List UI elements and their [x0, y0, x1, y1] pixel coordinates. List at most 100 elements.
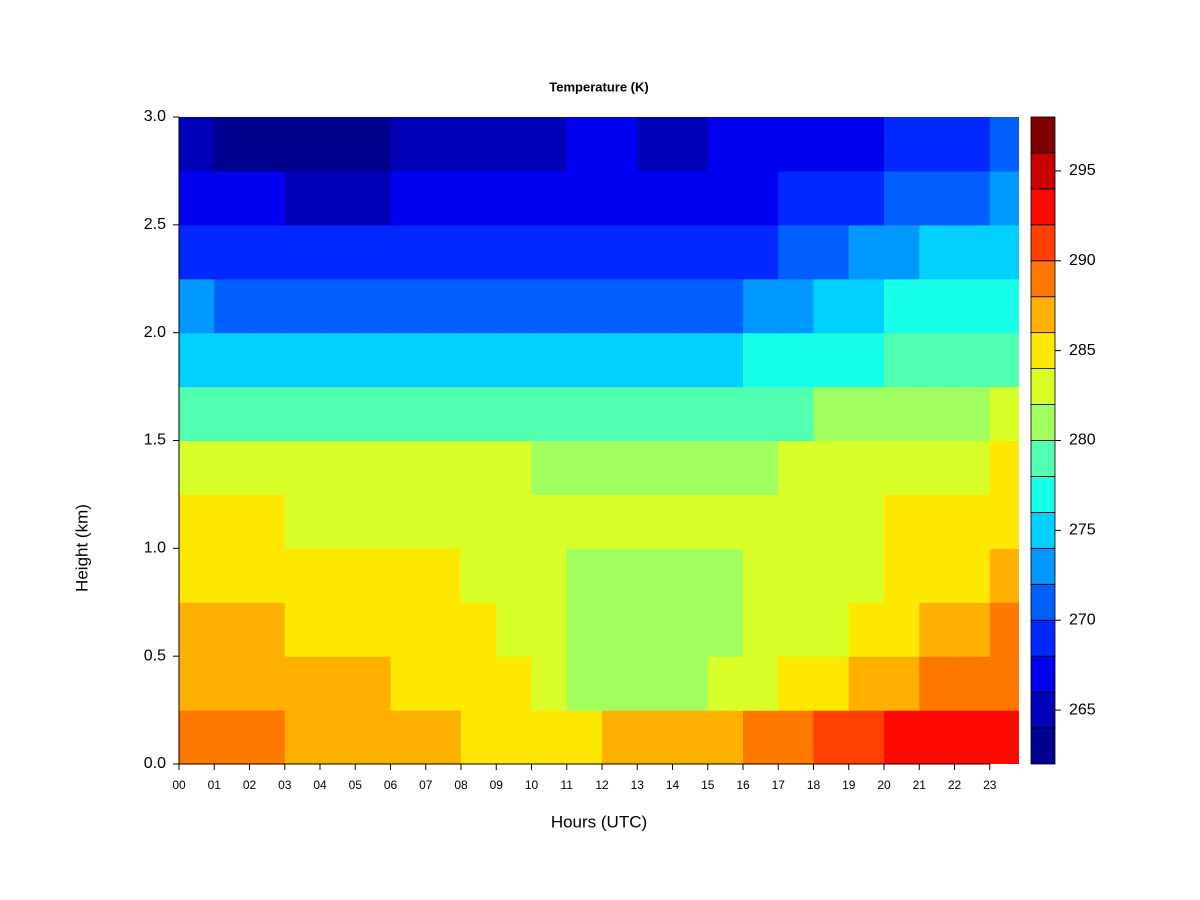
- heat-cell: [425, 332, 462, 388]
- heat-cell: [214, 224, 251, 280]
- y-tick-label: 2.0: [144, 324, 166, 341]
- heat-cell: [460, 602, 497, 657]
- heat-cell: [319, 710, 356, 764]
- heat-cell: [566, 386, 603, 442]
- heat-cell: [954, 440, 991, 496]
- colorbar-band: [1030, 296, 1056, 334]
- heat-cell: [919, 494, 956, 549]
- heat-cell: [496, 548, 533, 603]
- heat-cell: [637, 602, 674, 657]
- heat-cell: [707, 224, 744, 280]
- heat-cell: [319, 602, 356, 657]
- colorbar-band: [1030, 727, 1056, 765]
- heat-cell: [460, 170, 497, 226]
- heat-cell: [919, 170, 956, 226]
- heat-cell: [919, 224, 956, 280]
- heat-cell: [742, 332, 779, 388]
- colorbar-band: [1030, 511, 1056, 549]
- heat-cell: [355, 224, 392, 280]
- heat-cell: [390, 440, 427, 496]
- heat-cell: [390, 548, 427, 603]
- heat-cell: [425, 278, 462, 334]
- x-tick-label: 20: [877, 778, 891, 792]
- heat-cell: [601, 494, 638, 549]
- heat-cell: [637, 278, 674, 334]
- colorbar-tick-label: 290: [1069, 252, 1096, 269]
- heat-cell: [460, 117, 497, 172]
- heat-cell: [284, 656, 321, 711]
- x-tick-label: 17: [772, 778, 786, 792]
- heat-cell: [601, 386, 638, 442]
- heat-cell: [179, 710, 215, 764]
- heat-cell: [883, 710, 920, 764]
- heat-cell: [425, 494, 462, 549]
- heat-cell: [813, 386, 850, 442]
- heat-cell: [355, 117, 392, 172]
- heat-cell: [319, 170, 356, 226]
- heat-cell: [496, 224, 533, 280]
- heat-cell: [249, 278, 286, 334]
- heat-cell: [954, 710, 991, 764]
- x-tick-label: 08: [454, 778, 468, 792]
- heat-cell: [496, 278, 533, 334]
- heat-cell: [778, 710, 815, 764]
- y-axis-label: Height (km): [72, 504, 91, 592]
- heat-cell: [284, 494, 321, 549]
- x-tick-label: 10: [525, 778, 539, 792]
- heat-cell: [954, 494, 991, 549]
- colorbar-tick-label: 265: [1069, 701, 1096, 718]
- heat-cell: [214, 440, 251, 496]
- heat-cell: [425, 602, 462, 657]
- colorbar-band: [1030, 619, 1056, 657]
- heat-cell: [531, 494, 568, 549]
- heat-cell: [319, 440, 356, 496]
- colorbar-band: [1030, 152, 1056, 190]
- heat-cell: [601, 710, 638, 764]
- heat-cell: [848, 494, 885, 549]
- heat-cell: [355, 386, 392, 442]
- heat-cell: [566, 224, 603, 280]
- heat-cell: [637, 440, 674, 496]
- heat-cell: [672, 332, 709, 388]
- y-tick-label: 1.0: [144, 540, 166, 557]
- heat-cell: [496, 117, 533, 172]
- heat-cell: [778, 494, 815, 549]
- heat-cell: [249, 548, 286, 603]
- heat-cell: [531, 440, 568, 496]
- heat-cell: [637, 548, 674, 603]
- heat-cell: [214, 278, 251, 334]
- heat-cell: [813, 656, 850, 711]
- heat-cell: [566, 117, 603, 172]
- colorbar-band: [1030, 188, 1056, 226]
- colorbar-band: [1030, 547, 1056, 585]
- heat-cell: [742, 117, 779, 172]
- heat-cell: [813, 117, 850, 172]
- heat-cell: [249, 224, 286, 280]
- heat-cell: [319, 386, 356, 442]
- heat-cell: [179, 548, 215, 603]
- heat-cell: [179, 440, 215, 496]
- colorbar-band: [1030, 224, 1056, 262]
- heat-cell: [460, 440, 497, 496]
- heat-cell: [496, 170, 533, 226]
- heat-cell: [249, 117, 286, 172]
- heat-cell: [848, 548, 885, 603]
- heat-cell: [919, 117, 956, 172]
- heat-cell: [919, 656, 956, 711]
- heat-cell: [672, 494, 709, 549]
- heat-cell: [637, 656, 674, 711]
- x-tick-label: 12: [595, 778, 609, 792]
- heat-cell: [566, 170, 603, 226]
- heat-cell: [355, 494, 392, 549]
- x-tick-label: 15: [701, 778, 715, 792]
- heat-cell: [460, 386, 497, 442]
- heat-cell: [672, 170, 709, 226]
- heat-cell: [214, 117, 251, 172]
- colorbar-tick-label: 275: [1069, 522, 1096, 539]
- heat-cell: [672, 548, 709, 603]
- heat-cell: [707, 494, 744, 549]
- heat-cell: [989, 440, 1019, 496]
- heat-cell: [179, 117, 215, 172]
- heat-cell: [989, 710, 1019, 764]
